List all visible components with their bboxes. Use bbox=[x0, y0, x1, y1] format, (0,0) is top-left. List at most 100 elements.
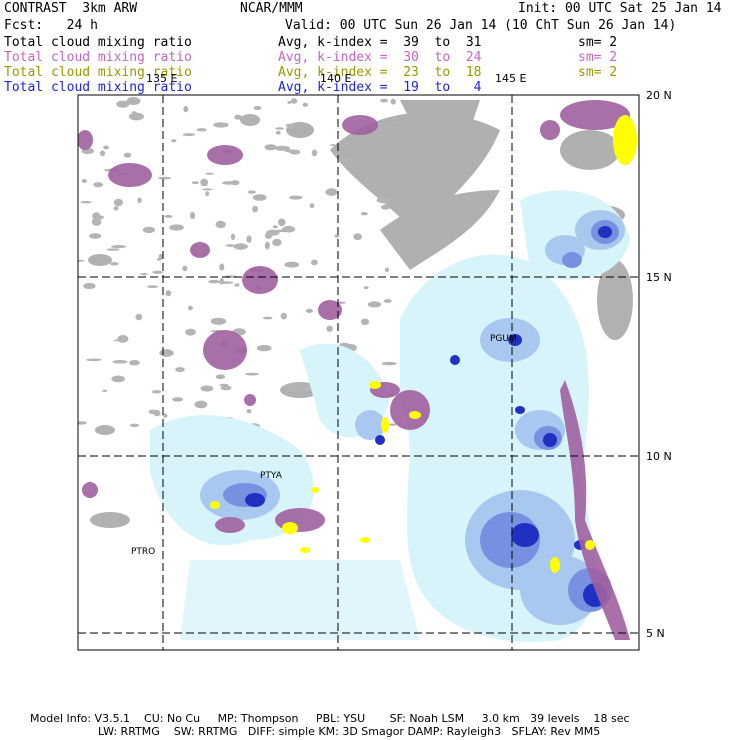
gray-cell bbox=[148, 409, 157, 414]
gray-cell bbox=[334, 234, 340, 238]
gray-cell bbox=[252, 194, 267, 201]
gray-cell bbox=[91, 217, 102, 226]
gray-cell bbox=[230, 233, 236, 241]
gray-cell bbox=[200, 385, 214, 392]
map-frame bbox=[77, 94, 640, 651]
gray-cell bbox=[381, 361, 397, 366]
gray-cell bbox=[275, 229, 290, 233]
gray-cell bbox=[341, 156, 350, 162]
gray-cell bbox=[159, 349, 174, 357]
field-3-name: Total cloud mixing ratio bbox=[4, 65, 192, 80]
gray-cell bbox=[330, 144, 336, 147]
gray-cell bbox=[376, 197, 392, 204]
field-2-name: Total cloud mixing ratio bbox=[4, 50, 192, 65]
field-2-avg: Avg, k-index = 30 to 24 bbox=[278, 50, 482, 65]
gray-cell bbox=[234, 283, 240, 287]
gray-cell bbox=[363, 286, 369, 290]
gray-cell bbox=[380, 98, 388, 103]
gray-cell bbox=[201, 188, 213, 191]
header-valid: Valid: 00 UTC Sun 26 Jan 14 (10 ChT Sun … bbox=[285, 18, 677, 33]
gray-cell bbox=[390, 98, 396, 105]
gray-cell bbox=[93, 182, 104, 188]
field-4-avg: Avg, k-index = 19 to 4 bbox=[278, 80, 482, 95]
gray-cell bbox=[175, 367, 185, 373]
gray-cell bbox=[205, 191, 210, 197]
gray-cell bbox=[196, 128, 207, 132]
gray-cell bbox=[205, 172, 214, 175]
gray-cell bbox=[163, 413, 168, 418]
field-2-sm: sm= 2 bbox=[578, 50, 618, 65]
gray-cell bbox=[353, 233, 362, 241]
gray-cell bbox=[389, 423, 397, 426]
footer-model-info-line2: LW: RRTMG SW: RRTMG DIFF: simple KM: 3D … bbox=[98, 725, 601, 738]
gray-cell bbox=[113, 198, 123, 207]
gray-cell bbox=[233, 243, 248, 250]
gray-cell bbox=[219, 263, 225, 271]
header-title: CONTRAST 3km ARW bbox=[4, 1, 138, 16]
lat-label-10: 10 N bbox=[646, 450, 672, 463]
gray-cell bbox=[135, 313, 143, 321]
gray-cell bbox=[309, 203, 315, 209]
gray-cell bbox=[123, 152, 132, 158]
gray-cell bbox=[182, 265, 188, 272]
gray-cell bbox=[102, 389, 108, 392]
gray-cell bbox=[247, 190, 256, 194]
gray-cell bbox=[165, 290, 172, 297]
gray-cell bbox=[278, 218, 286, 227]
gray-cell bbox=[275, 127, 285, 130]
gray-cell bbox=[146, 285, 159, 288]
gray-cell bbox=[219, 277, 224, 285]
gray-cell bbox=[158, 254, 164, 259]
gray-cell bbox=[274, 145, 290, 151]
gray-cell bbox=[156, 258, 162, 261]
gray-cell bbox=[171, 139, 177, 143]
gray-cell bbox=[220, 385, 232, 391]
gray-cell bbox=[83, 282, 96, 290]
gray-cell bbox=[360, 318, 370, 325]
gray-cell bbox=[164, 214, 173, 218]
gray-cell bbox=[246, 409, 252, 414]
gray-cell bbox=[89, 233, 102, 239]
gray-cell bbox=[116, 100, 130, 108]
gray-cell bbox=[367, 301, 382, 308]
gray-cell bbox=[264, 144, 277, 151]
lat-label-15: 15 N bbox=[646, 271, 672, 284]
lon-label-135: 135 E bbox=[146, 72, 178, 85]
gray-cell bbox=[100, 150, 106, 157]
gray-cell bbox=[272, 238, 282, 246]
gray-cell bbox=[244, 372, 259, 376]
grid-lines bbox=[78, 95, 639, 650]
gray-cell bbox=[384, 267, 390, 272]
gray-cell bbox=[210, 317, 227, 325]
gray-cell bbox=[290, 98, 298, 104]
gray-cell bbox=[140, 273, 148, 276]
gray-cell bbox=[158, 176, 171, 180]
gray-cell bbox=[112, 360, 128, 364]
gray-cell bbox=[213, 122, 229, 128]
gray-cell bbox=[325, 188, 338, 196]
gray-cell bbox=[78, 421, 87, 425]
gray-cell bbox=[182, 133, 195, 137]
gray-cell bbox=[200, 178, 209, 187]
lon-label-140: 140 E bbox=[320, 72, 352, 85]
gray-cell bbox=[311, 149, 318, 157]
gray-cell bbox=[225, 244, 235, 247]
gray-cell bbox=[287, 101, 292, 104]
gray-cell bbox=[103, 145, 109, 150]
station-label-ptya: PTYA bbox=[260, 471, 283, 481]
gray-cell bbox=[311, 259, 318, 266]
gray-cell bbox=[187, 305, 193, 311]
gray-cell bbox=[360, 212, 368, 216]
gray-cell bbox=[219, 383, 229, 387]
station-markers: PGUM PTYA PTRO bbox=[131, 334, 517, 557]
header-init: Init: 00 UTC Sat 25 Jan 14 bbox=[518, 1, 722, 16]
gray-cell bbox=[126, 97, 141, 105]
gray-cell bbox=[190, 211, 195, 220]
gray-cell bbox=[131, 111, 137, 114]
gray-cell bbox=[208, 279, 221, 284]
footer-model-info-line1: Model Info: V3.5.1 CU: No Cu MP: Thompso… bbox=[30, 712, 630, 725]
gray-cell bbox=[246, 235, 252, 243]
field-1-avg: Avg, k-index = 39 to 31 bbox=[278, 35, 482, 50]
gray-cell bbox=[383, 299, 392, 303]
lon-label-145: 145 E bbox=[495, 72, 527, 85]
